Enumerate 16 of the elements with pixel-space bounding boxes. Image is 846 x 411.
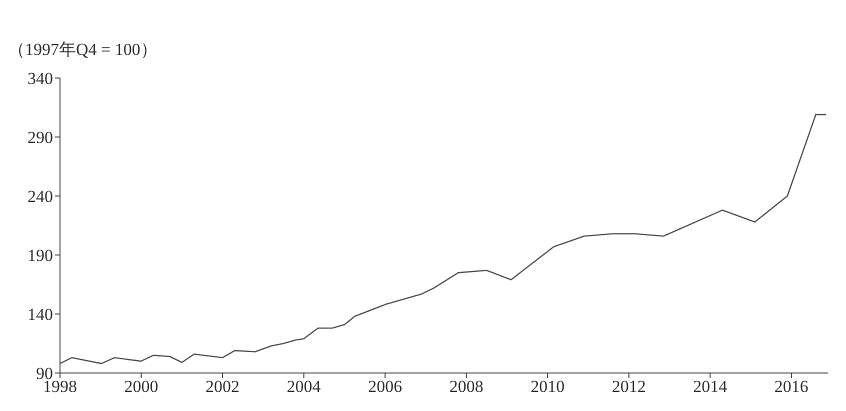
x-tick-label: 2006 (368, 377, 402, 396)
y-tick-label: 290 (28, 128, 53, 148)
x-tick-label: 2016 (774, 377, 808, 396)
y-tick-label: 240 (28, 187, 53, 206)
x-tick-label: 2004 (286, 377, 322, 396)
y-tick-label: 140 (28, 305, 53, 324)
x-tick-label: 2000 (124, 377, 158, 396)
x-tick-label: 2012 (612, 377, 646, 396)
y-axis-title: （1997年Q4 = 100） (8, 39, 158, 61)
x-tick-label: 2010 (530, 377, 565, 396)
x-tick-label: 2002 (206, 377, 240, 396)
x-tick-label: 2008 (449, 377, 484, 396)
x-tick-label: 2014 (693, 377, 728, 396)
y-tick-label: 190 (28, 246, 53, 266)
line-series (60, 114, 827, 364)
y-tick-label: 340 (28, 69, 53, 88)
